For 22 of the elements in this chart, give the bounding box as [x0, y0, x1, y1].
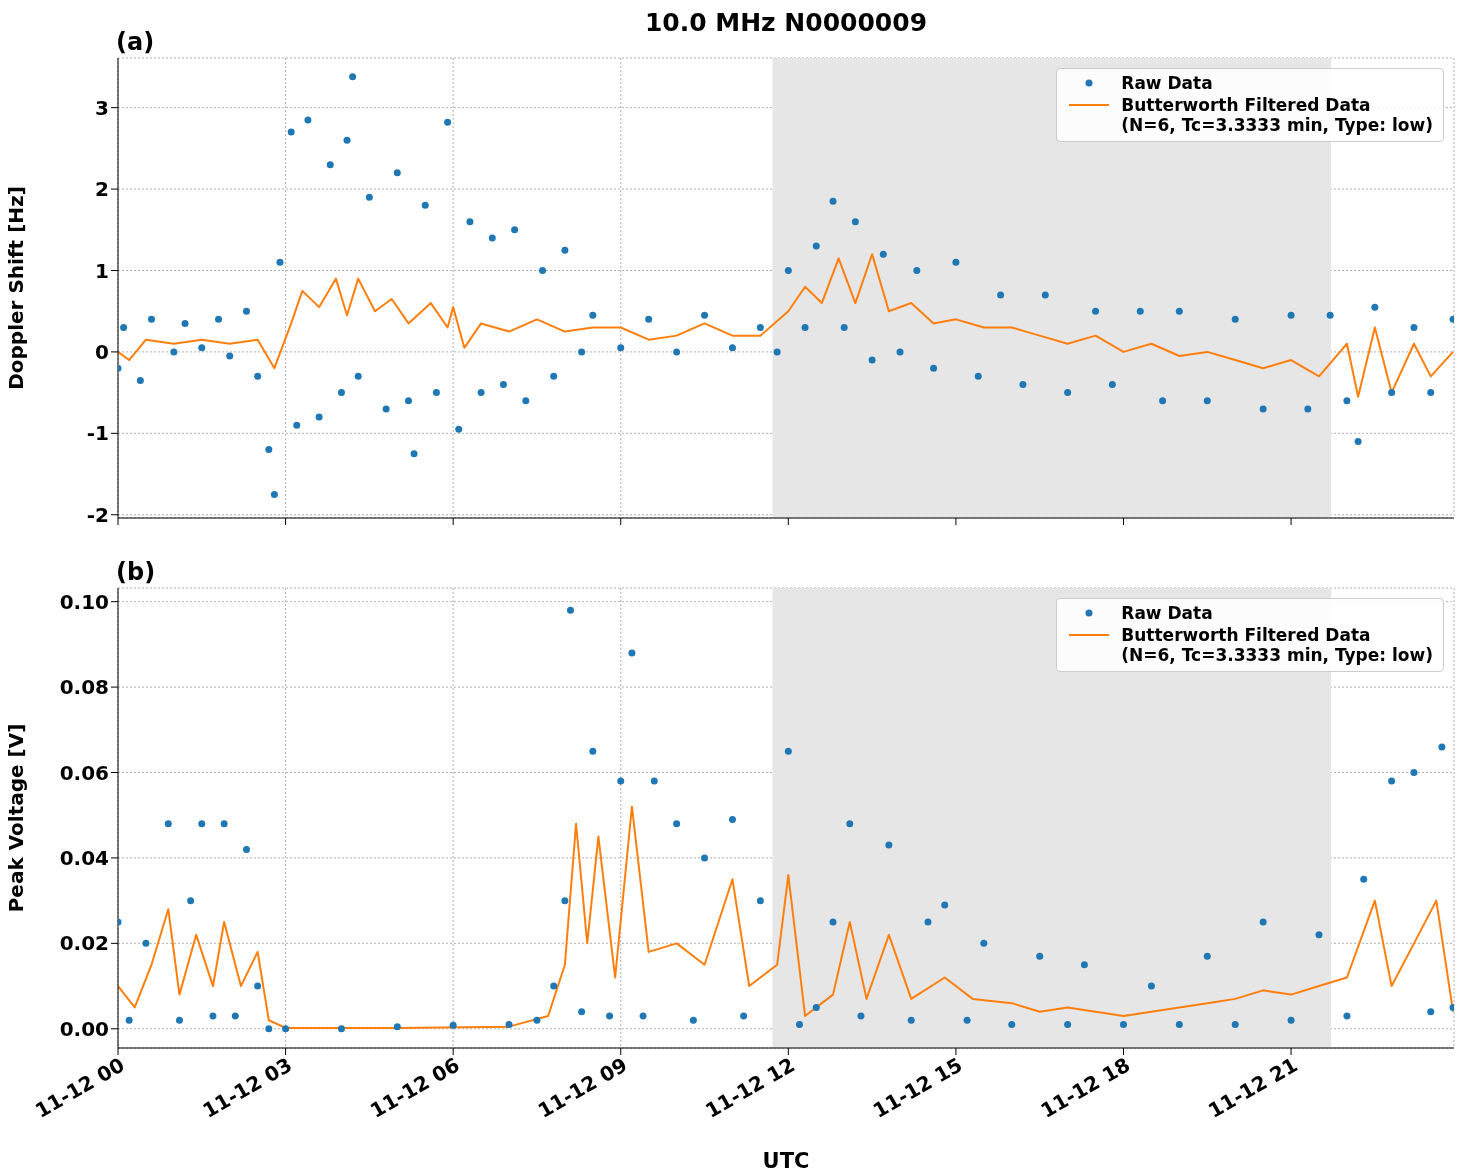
legend-label: Butterworth Filtered Data (N=6, Tc=3.3333 min, Type: low) [1121, 95, 1433, 135]
y-tick-label: 0.10 [59, 589, 109, 614]
y-tick-label: -1 [86, 421, 109, 446]
y-tick-label: 0 [95, 340, 109, 365]
y-tick-label: -2 [86, 502, 109, 527]
y-tick-label: 0.02 [59, 931, 109, 956]
y-tick-label: 3 [95, 95, 109, 120]
y-tick-label: 0.08 [59, 675, 109, 700]
text: (b) [116, 558, 156, 586]
y-tick-label: 0.06 [59, 760, 109, 785]
legend-label: Butterworth Filtered Data (N=6, Tc=3.3333 min, Type: low) [1121, 625, 1433, 665]
y-axis-title: Peak Voltage [V] [4, 723, 29, 913]
y-tick-label: 0.04 [59, 846, 109, 871]
chart-title: 10.0 MHz N0000009 [644, 8, 928, 37]
x-axis-title: UTC [762, 1149, 810, 1172]
y-axis-title: Doppler Shift [Hz] [4, 186, 29, 390]
y-tick-label: 0.00 [59, 1016, 109, 1041]
legend-label: Raw Data [1121, 603, 1213, 623]
legend-label: Raw Data [1121, 73, 1213, 93]
text: (a) [116, 28, 155, 56]
y-tick-label: 1 [95, 258, 109, 283]
y-tick-label: 2 [95, 177, 109, 202]
